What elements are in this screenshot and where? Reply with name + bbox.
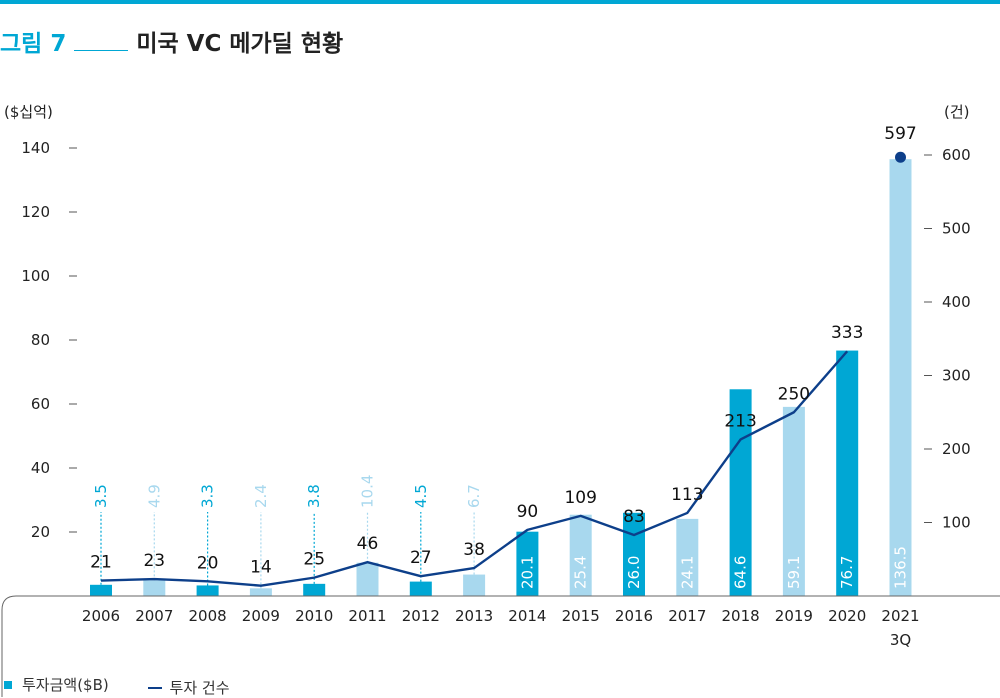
x-tick-label: 2021 — [881, 607, 919, 625]
count-value-label: 213 — [724, 411, 756, 431]
count-value-label: 113 — [671, 485, 703, 505]
bar-value-label: 4.9 — [145, 484, 163, 508]
x-tick-label: 2013 — [455, 607, 493, 625]
left-tick-label: 60 — [31, 395, 50, 413]
count-value-label: 90 — [517, 502, 539, 522]
bar — [90, 584, 112, 596]
left-tick-label: 140 — [21, 139, 50, 157]
count-line — [100, 350, 849, 587]
count-value-label: 597 — [884, 124, 916, 144]
bar — [409, 581, 432, 596]
bar — [249, 588, 272, 596]
x-tick-label: 2011 — [348, 607, 386, 625]
bar — [889, 159, 912, 596]
bar — [303, 583, 326, 596]
bar — [196, 585, 219, 596]
right-axis-label: (건) — [944, 103, 970, 121]
count-value-label: 23 — [143, 551, 165, 571]
bar — [729, 389, 752, 596]
bar-value-label: 20.1 — [518, 556, 536, 589]
legend-line-swatch — [147, 686, 162, 689]
figure-label: 그림 7 — [0, 31, 67, 57]
count-value-label: 14 — [250, 558, 272, 578]
count-value-label: 25 — [303, 550, 325, 570]
x-tick-label: 2019 — [775, 607, 813, 625]
right-tick-label: 300 — [942, 367, 971, 385]
bar-value-label: 3.8 — [305, 484, 323, 508]
count-value-label: 27 — [410, 548, 432, 568]
left-tick-label: 20 — [31, 523, 50, 541]
left-tick-label: 100 — [21, 267, 50, 285]
x-tick-label: 2017 — [668, 607, 706, 625]
x-tick-label: 2009 — [242, 607, 280, 625]
bar-value-label: 59.1 — [785, 556, 803, 589]
x-tick-label: 2010 — [295, 607, 333, 625]
x-axis-baseline — [1, 595, 1000, 697]
bar — [516, 531, 539, 596]
x-tick-label: 2020 — [828, 607, 866, 625]
legend-item-amount: 투자금액($B) — [0, 674, 109, 695]
bar-value-label: 136.5 — [892, 546, 910, 589]
bar — [676, 518, 699, 596]
bar-value-label: 6.7 — [465, 484, 483, 508]
left-tick-label: 40 — [31, 459, 50, 477]
x-tick-label: 2014 — [508, 607, 546, 625]
right-tick-label: 500 — [942, 220, 971, 238]
left-tick-label: 120 — [21, 203, 50, 221]
bar-value-label: 2.4 — [252, 484, 270, 508]
legend: 투자금액($B) 투자 건수 — [0, 674, 264, 698]
right-tick-label: 400 — [942, 293, 971, 311]
left-axis-label: ($십억) — [4, 103, 53, 121]
bar-value-label: 26.0 — [625, 556, 643, 589]
count-value-label: 38 — [463, 540, 485, 560]
legend-bar-label: 투자금액($B) — [22, 676, 109, 694]
count-value-label: 333 — [831, 323, 863, 343]
bar-value-label: 76.7 — [838, 556, 856, 589]
legend-bar-swatch — [4, 680, 12, 689]
x-tick-label: 2018 — [722, 607, 760, 625]
x-tick-label: 2012 — [402, 607, 440, 625]
x-tick-label: 2006 — [82, 607, 120, 625]
x-tick-label: 2008 — [189, 607, 227, 625]
x-tick-label: 2007 — [135, 607, 173, 625]
figure-title-text: 미국 VC 메가딜 현황 — [136, 31, 344, 57]
title-underline — [74, 34, 129, 51]
legend-line-label: 투자 건수 — [169, 679, 230, 697]
right-tick-label: 100 — [942, 514, 971, 532]
bar-value-label: 3.5 — [92, 484, 110, 508]
bar — [782, 406, 805, 596]
bar — [463, 574, 486, 596]
bar — [569, 514, 592, 596]
count-value-label: 46 — [357, 534, 379, 554]
x-tick-label: 2016 — [615, 607, 653, 625]
bar — [836, 350, 859, 596]
bar-value-label: 24.1 — [678, 556, 696, 589]
figure-title: 그림 7 미국 VC 메가딜 현황 — [0, 24, 343, 58]
right-tick-label: 200 — [942, 440, 971, 458]
count-value-label: 21 — [90, 553, 112, 573]
bar — [356, 562, 379, 596]
bar-value-label: 64.6 — [732, 556, 750, 589]
legend-item-count: 투자 건수 — [147, 677, 230, 698]
bar-value-label: 10.4 — [359, 475, 377, 508]
count-value-label: 109 — [564, 488, 596, 508]
count-point-last — [895, 151, 906, 163]
bar — [143, 580, 166, 596]
count-value-label: 20 — [197, 553, 219, 573]
count-value-label: 250 — [778, 384, 810, 404]
left-tick-label: 80 — [31, 331, 50, 349]
x-tick-label: 2015 — [562, 607, 600, 625]
count-value-label: 83 — [623, 507, 645, 527]
top-rule — [0, 0, 1000, 4]
bar-value-label: 3.3 — [199, 484, 217, 508]
x-tick-label: 3Q — [890, 631, 911, 649]
right-tick-label: 600 — [942, 146, 971, 164]
bar-value-label: 25.4 — [572, 556, 590, 589]
bar-value-label: 4.5 — [412, 484, 430, 508]
